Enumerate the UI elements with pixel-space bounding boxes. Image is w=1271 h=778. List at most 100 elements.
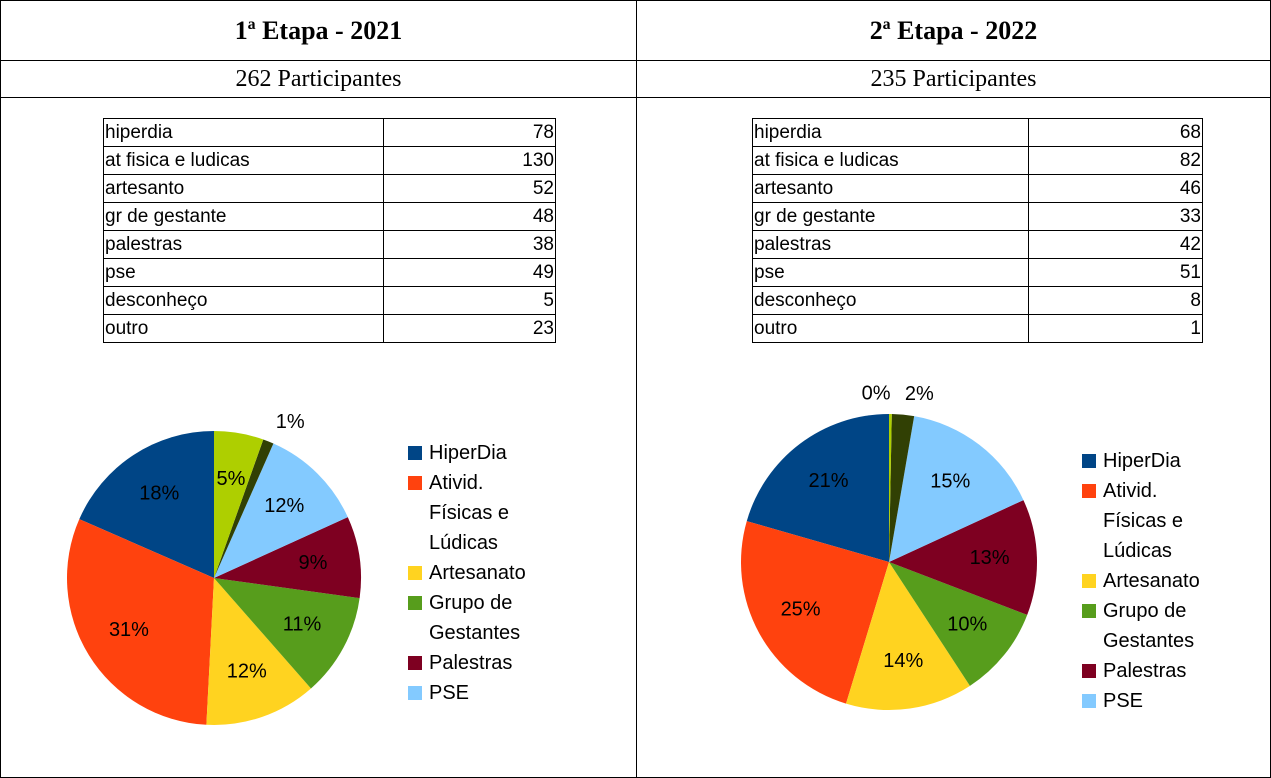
legend-label: PSE [1103,690,1144,712]
legend-item: Ativid. Físicas e Lúdicas [408,468,548,558]
slice-label: 12% [264,495,304,517]
legend-item: PSE [1082,686,1222,716]
row-name: gr de gestante [752,202,1029,231]
legend-label: HiperDia [429,442,507,464]
row-name: desconheço [103,286,384,315]
pie-slice [889,416,1024,562]
row-name: palestras [752,230,1029,259]
row-value: 78 [383,118,556,147]
row-value: 82 [1028,146,1203,175]
table-row: outro 1 [752,314,1203,343]
pie-slice [846,562,970,710]
table-row: at fisica e ludicas 130 [103,146,556,175]
slice-label: 14% [883,650,923,672]
pie-slice [889,500,1037,615]
row-name: palestras [103,230,384,259]
table-row: at fisica e ludicas 82 [752,146,1203,175]
title-cell: 1ª Etapa - 2021 [0,0,637,61]
row-value: 33 [1028,202,1203,231]
legend-swatch [1082,574,1096,588]
row-name: artesanto [752,174,1029,203]
slice-label: 11% [283,614,322,636]
row-value: 48 [383,202,556,231]
slice-label: 0% [862,382,891,404]
legend-swatch [408,686,422,700]
legend-swatch [408,596,422,610]
legend-item: Grupo de Gestantes [1082,596,1222,656]
data-table: hiperdia 78 at fisica e ludicas 130 artesant… [103,118,556,343]
pie-slice [746,414,889,562]
slice-label: 1% [276,411,305,433]
table-row: palestras 42 [752,230,1203,259]
legend-item: Artesanato [408,558,548,588]
row-value: 1 [1028,314,1203,343]
row-value: 42 [1028,230,1203,259]
table-row: gr de gestante 48 [103,202,556,231]
title-cell: 2ª Etapa - 2022 [636,0,1271,61]
legend-item: PSE [408,678,548,708]
row-name: hiperdia [103,118,384,147]
legend-swatch [1082,484,1096,498]
legend-swatch [1082,604,1096,618]
slice-label: 21% [808,470,848,492]
row-name: at fisica e ludicas [752,146,1029,175]
table-row: artesanto 52 [103,174,556,203]
pie-slice [214,431,264,578]
row-value: 23 [383,314,556,343]
row-value: 68 [1028,118,1203,147]
legend-label: Artesanato [1103,570,1200,592]
row-value: 8 [1028,286,1203,315]
slice-label: 5% [217,468,246,490]
slice-label: 12% [227,661,267,683]
row-name: hiperdia [752,118,1029,147]
pie-slice [214,443,348,578]
table-row: gr de gestante 33 [752,202,1203,231]
table-row: hiperdia 68 [752,118,1203,147]
row-value: 5 [383,286,556,315]
table-row: desconheço 5 [103,286,556,315]
legend: HiperDia Ativid. Físicas e Lúdicas Artesan… [408,438,548,708]
slice-label: 9% [298,552,327,574]
row-name: at fisica e ludicas [103,146,384,175]
pie-slice [889,414,892,562]
legend-item: Palestras [1082,656,1222,686]
legend-label: Grupo de Gestantes [1103,600,1195,652]
legend-swatch [1082,694,1096,708]
table-row: pse 51 [752,258,1203,287]
slice-label: 25% [781,598,821,620]
legend-item: Ativid. Físicas e Lúdicas [1082,476,1222,566]
legend-label: Ativid. Físicas e Lúdicas [1103,480,1184,562]
legend-label: Grupo de Gestantes [429,592,521,644]
pie-slice [214,439,274,578]
legend-label: Palestras [429,652,513,674]
row-value: 130 [383,146,556,175]
row-name: outro [103,314,384,343]
pie-slice [889,562,1028,686]
legend-item: Artesanato [1082,566,1222,596]
legend-label: HiperDia [1103,450,1181,472]
slice-label: 10% [947,613,987,635]
row-name: outro [752,314,1029,343]
legend-label: Palestras [1103,660,1187,682]
legend-label: PSE [429,682,470,704]
table-row: artesanto 46 [752,174,1203,203]
row-value: 46 [1028,174,1203,203]
row-name: artesanto [103,174,384,203]
table-row: outro 23 [103,314,556,343]
pie-slice [214,578,360,689]
legend-label: Ativid. Físicas e Lúdicas [429,472,510,554]
pie-slice [214,517,361,599]
data-table: hiperdia 68 at fisica e ludicas 82 artesanto… [752,118,1203,343]
row-value: 49 [383,258,556,287]
participants-cell: 235 Participantes [636,60,1271,98]
legend-swatch [408,566,422,580]
table-row: hiperdia 78 [103,118,556,147]
pie-slice [206,578,311,725]
slice-label: 13% [970,547,1010,569]
legend-item: HiperDia [1082,446,1222,476]
row-name: desconheço [752,286,1029,315]
pie-slice [741,521,889,704]
legend-item: Grupo de Gestantes [408,588,548,648]
slice-label: 2% [905,383,934,405]
